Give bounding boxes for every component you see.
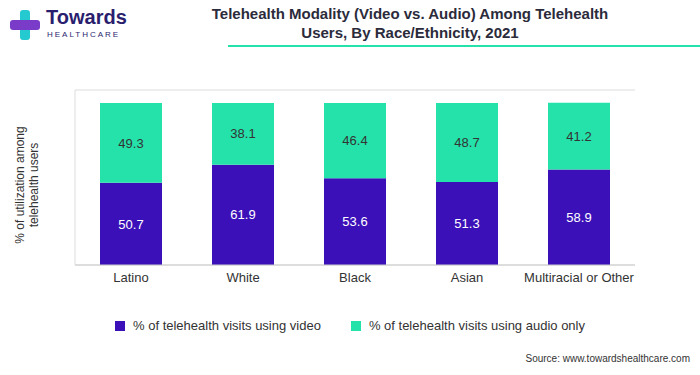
- svg-text:51.3: 51.3: [454, 216, 479, 231]
- svg-text:Asian: Asian: [451, 270, 484, 285]
- svg-text:Latino: Latino: [113, 270, 148, 285]
- svg-text:Multiracial or Other: Multiracial or Other: [524, 270, 634, 285]
- svg-text:% of utilization amongteleheal: % of utilization amongtelehealth users: [13, 126, 41, 243]
- svg-text:58.9: 58.9: [566, 210, 591, 225]
- svg-text:38.1: 38.1: [230, 126, 255, 141]
- svg-text:46.4: 46.4: [342, 133, 367, 148]
- html-text:HEALTHCARE: HEALTHCARE: [47, 30, 121, 39]
- svg-text:41.2: 41.2: [566, 129, 591, 144]
- svg-text:Black: Black: [339, 270, 371, 285]
- svg-text:61.9: 61.9: [230, 207, 255, 222]
- html-text:% of telehealth visits using v: % of telehealth visits using video: [133, 318, 321, 333]
- svg-text:50.7: 50.7: [118, 217, 143, 232]
- html-text:Towards: Towards: [46, 6, 127, 28]
- svg-text:49.3: 49.3: [118, 136, 143, 151]
- svg-text:White: White: [226, 270, 259, 285]
- html-text:% of telehealth visits using a: % of telehealth visits using audio only: [368, 318, 585, 333]
- svg-text:53.6: 53.6: [342, 214, 367, 229]
- html-text:Source: www.towardshealthcare.: Source: www.towardshealthcare.com: [525, 353, 690, 364]
- svg-text:48.7: 48.7: [454, 135, 479, 150]
- html-text:Telehealth Modality (Video vs.: Telehealth Modality (Video vs. Audio) Am…: [211, 5, 609, 41]
